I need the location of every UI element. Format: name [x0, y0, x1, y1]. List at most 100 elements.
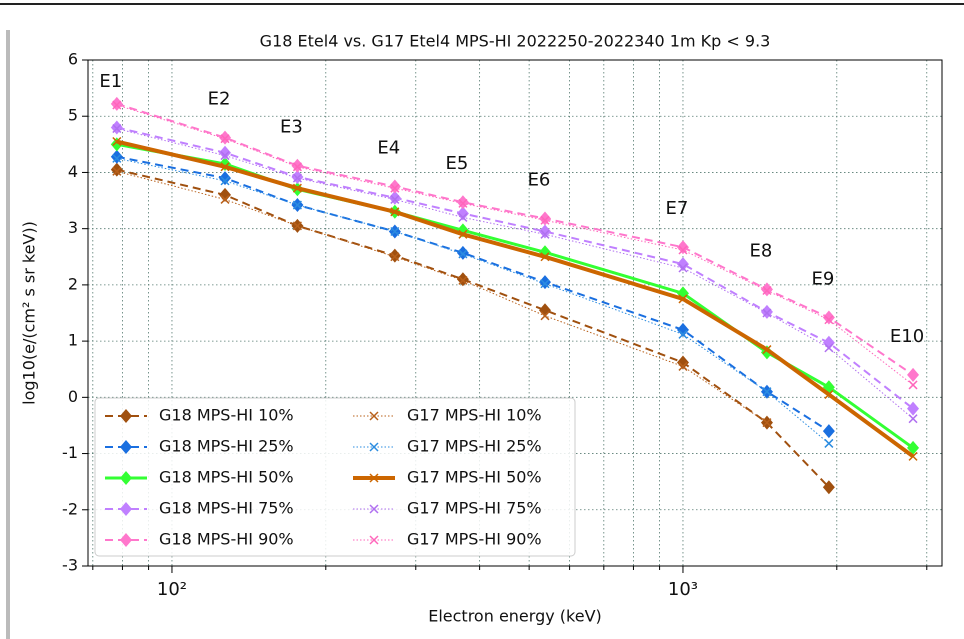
data-point — [292, 221, 302, 231]
data-point — [219, 171, 232, 186]
series-line — [116, 128, 914, 420]
data-point — [678, 329, 688, 339]
chart-title: G18 Etel4 vs. G17 Etel4 MPS-HI 2022250-2… — [260, 32, 771, 51]
point-label: E5 — [446, 153, 469, 174]
legend-label: G17 MPS-HI 75% — [407, 499, 542, 518]
data-point — [112, 100, 122, 110]
y-tick-label: 5 — [68, 106, 78, 125]
data-point — [678, 294, 688, 304]
data-point — [458, 275, 468, 285]
data-point — [458, 212, 468, 222]
legend-label: G18 MPS-HI 10% — [159, 406, 294, 425]
series-line — [116, 170, 768, 424]
plot-frame — [87, 59, 943, 567]
data-point — [762, 308, 772, 318]
data-point — [220, 151, 230, 161]
y-tick-label: 1 — [68, 331, 78, 350]
x-axis-label: Electron energy (keV) — [428, 607, 602, 626]
series — [112, 124, 918, 424]
data-point — [538, 211, 551, 226]
side-shadow — [6, 30, 10, 639]
data-point — [292, 173, 302, 183]
legend-marker — [120, 409, 132, 423]
y-tick-label: 6 — [68, 50, 78, 69]
y-tick-label: 3 — [68, 218, 78, 237]
data-point — [220, 194, 230, 204]
data-point — [540, 215, 550, 225]
series-line — [116, 155, 830, 432]
data-point — [388, 179, 401, 194]
legend-label: G17 MPS-HI 25% — [407, 437, 542, 456]
data-point — [540, 229, 550, 239]
data-point — [822, 424, 835, 439]
data-point — [676, 240, 689, 255]
point-label: E6 — [528, 170, 551, 191]
point-label: E9 — [811, 268, 834, 289]
data-point — [219, 145, 232, 160]
data-point — [676, 257, 689, 272]
series-line — [116, 126, 914, 410]
data-point — [678, 361, 688, 371]
data-point — [908, 380, 918, 390]
data-point — [908, 451, 918, 461]
data-point — [678, 245, 688, 255]
plot-area: -3 -2 -1 0 1 2 3 4 5 6 10² 10³ E1 E2 E3 E4 E5 E6 E7 E8 E9 E10… — [62, 50, 943, 600]
data-point — [112, 153, 122, 163]
data-point — [112, 124, 122, 134]
point-label: E2 — [208, 89, 231, 110]
data-point — [822, 310, 835, 325]
point-label: E1 — [99, 71, 122, 92]
data-point — [824, 389, 834, 400]
legend-label: G17 MPS-HI 10% — [407, 406, 542, 425]
legend-marker — [369, 442, 379, 452]
legend-marker — [120, 471, 132, 485]
legend-label: G18 MPS-HI 25% — [159, 437, 294, 456]
data-point — [907, 367, 920, 382]
y-tick-label: 2 — [68, 274, 78, 293]
data-point — [676, 355, 689, 370]
data-point — [762, 387, 772, 397]
data-point — [762, 418, 772, 428]
legend-label: G18 MPS-HI 50% — [159, 468, 294, 487]
point-label: E4 — [377, 138, 400, 159]
y-tick-label: 0 — [68, 387, 78, 406]
data-point — [390, 226, 400, 237]
data-point — [458, 198, 468, 208]
data-point — [110, 162, 123, 177]
data-point — [388, 190, 401, 205]
legend-marker — [120, 502, 132, 516]
data-point — [538, 275, 551, 290]
legend: G18 MPS-HI 10% G18 MPS-HI 25% G18 MPS-HI 5… — [94, 397, 576, 557]
data-point — [540, 279, 550, 289]
legend-marker — [120, 533, 132, 547]
data-point — [538, 224, 551, 239]
series — [112, 166, 772, 428]
legend-label: G17 MPS-HI 90% — [407, 530, 542, 549]
legend-marker — [369, 411, 379, 421]
legend-marker — [369, 504, 379, 514]
data-point — [678, 263, 688, 273]
data-point — [907, 440, 920, 455]
data-point — [824, 438, 834, 448]
series — [112, 153, 834, 448]
data-point — [822, 480, 835, 495]
data-point — [220, 176, 230, 186]
data-point — [824, 343, 834, 353]
data-point — [112, 136, 122, 147]
data-point — [390, 183, 400, 193]
legend-marker — [369, 473, 379, 483]
series-line — [116, 157, 830, 444]
data-point — [540, 252, 550, 262]
data-point — [762, 285, 772, 296]
data-point — [390, 207, 400, 217]
data-point — [112, 166, 122, 176]
data-point — [292, 162, 302, 172]
x-tick-label: 10³ — [668, 579, 698, 600]
data-point — [824, 315, 834, 325]
data-point — [762, 345, 772, 355]
legend-box — [94, 397, 576, 557]
data-point — [540, 311, 550, 321]
data-point — [110, 149, 123, 164]
y-axis-label: log10(e/(cm² s sr keV)) — [20, 221, 39, 405]
data-point — [908, 414, 918, 424]
